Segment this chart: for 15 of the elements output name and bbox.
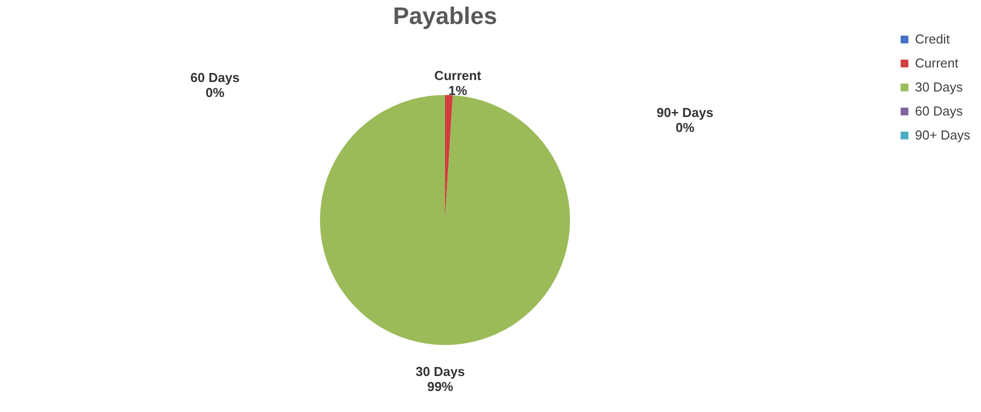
category-label: 60 Days	[190, 70, 240, 85]
text: 0%	[206, 85, 224, 100]
category-label: 90+ Days	[656, 105, 714, 120]
slice-label: Current	[434, 68, 482, 84]
legend-label: Current	[915, 56, 959, 70]
text: 0%	[676, 120, 694, 135]
pie-slice	[320, 95, 570, 345]
data-label: 99%	[427, 378, 454, 394]
legend-label: 90+ Days	[915, 128, 971, 142]
legend-label: Credit	[915, 32, 950, 46]
slice-label: 30 Days	[416, 364, 465, 379]
legend-label: 60 Days	[915, 104, 964, 118]
legend-label: 30 Days	[915, 80, 964, 94]
data-label: 1%	[448, 83, 468, 98]
chart-title: Payables	[392, 3, 498, 30]
